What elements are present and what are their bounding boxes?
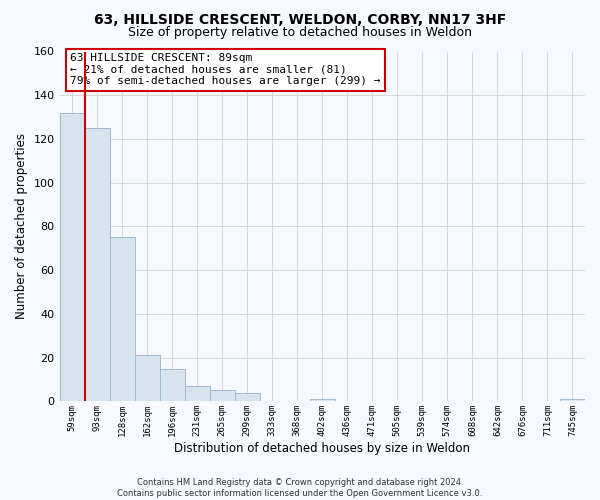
Bar	[310, 399, 335, 402]
X-axis label: Distribution of detached houses by size in Weldon: Distribution of detached houses by size …	[174, 442, 470, 455]
Y-axis label: Number of detached properties: Number of detached properties	[15, 134, 28, 320]
Bar	[85, 128, 110, 402]
Bar	[160, 368, 185, 402]
Text: Contains HM Land Registry data © Crown copyright and database right 2024.
Contai: Contains HM Land Registry data © Crown c…	[118, 478, 482, 498]
Bar	[209, 390, 235, 402]
Bar	[134, 356, 160, 402]
Bar	[560, 399, 585, 402]
Bar	[235, 392, 260, 402]
Bar	[59, 112, 85, 402]
Bar	[110, 238, 134, 402]
Text: 63, HILLSIDE CRESCENT, WELDON, CORBY, NN17 3HF: 63, HILLSIDE CRESCENT, WELDON, CORBY, NN…	[94, 12, 506, 26]
Text: Size of property relative to detached houses in Weldon: Size of property relative to detached ho…	[128, 26, 472, 39]
Text: 63 HILLSIDE CRESCENT: 89sqm
← 21% of detached houses are smaller (81)
79% of sem: 63 HILLSIDE CRESCENT: 89sqm ← 21% of det…	[70, 53, 380, 86]
Bar	[185, 386, 209, 402]
